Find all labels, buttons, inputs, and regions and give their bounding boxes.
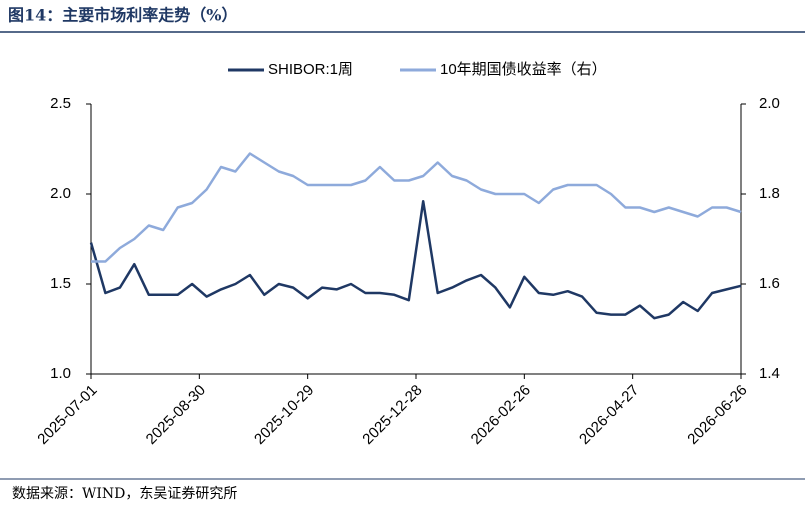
y2-tick-label: 1.4: [759, 365, 780, 382]
legend-label: 10年期国债收益率（右）: [440, 61, 607, 78]
series-line: [91, 152, 742, 263]
y2-tick-label: 2.0: [759, 95, 780, 112]
y-tick-label: 1.0: [50, 365, 71, 382]
source-note: 数据来源：WIND，东吴证券研究所: [12, 486, 237, 502]
x-tick-label: 2025-12-28: [359, 382, 425, 448]
x-tick-label: 2026-02-26: [468, 382, 534, 448]
x-tick-label: 2025-10-29: [251, 382, 317, 448]
y-tick-label: 2.5: [50, 95, 71, 112]
chart-title: 图14：主要市场利率走势（%）: [8, 6, 237, 25]
x-tick-label: 2025-08-30: [143, 382, 209, 448]
y-tick-label: 1.5: [50, 275, 71, 292]
series-line: [89, 199, 742, 320]
y2-tick-label: 1.6: [759, 275, 780, 292]
x-tick-label: 2025-07-01: [34, 382, 100, 448]
y-tick-label: 2.0: [50, 185, 71, 202]
x-tick-label: 2026-04-27: [576, 382, 642, 448]
x-tick-label: 2026-06-26: [684, 382, 750, 448]
legend-label: SHIBOR:1周: [268, 61, 353, 78]
y2-tick-label: 1.8: [759, 185, 780, 202]
